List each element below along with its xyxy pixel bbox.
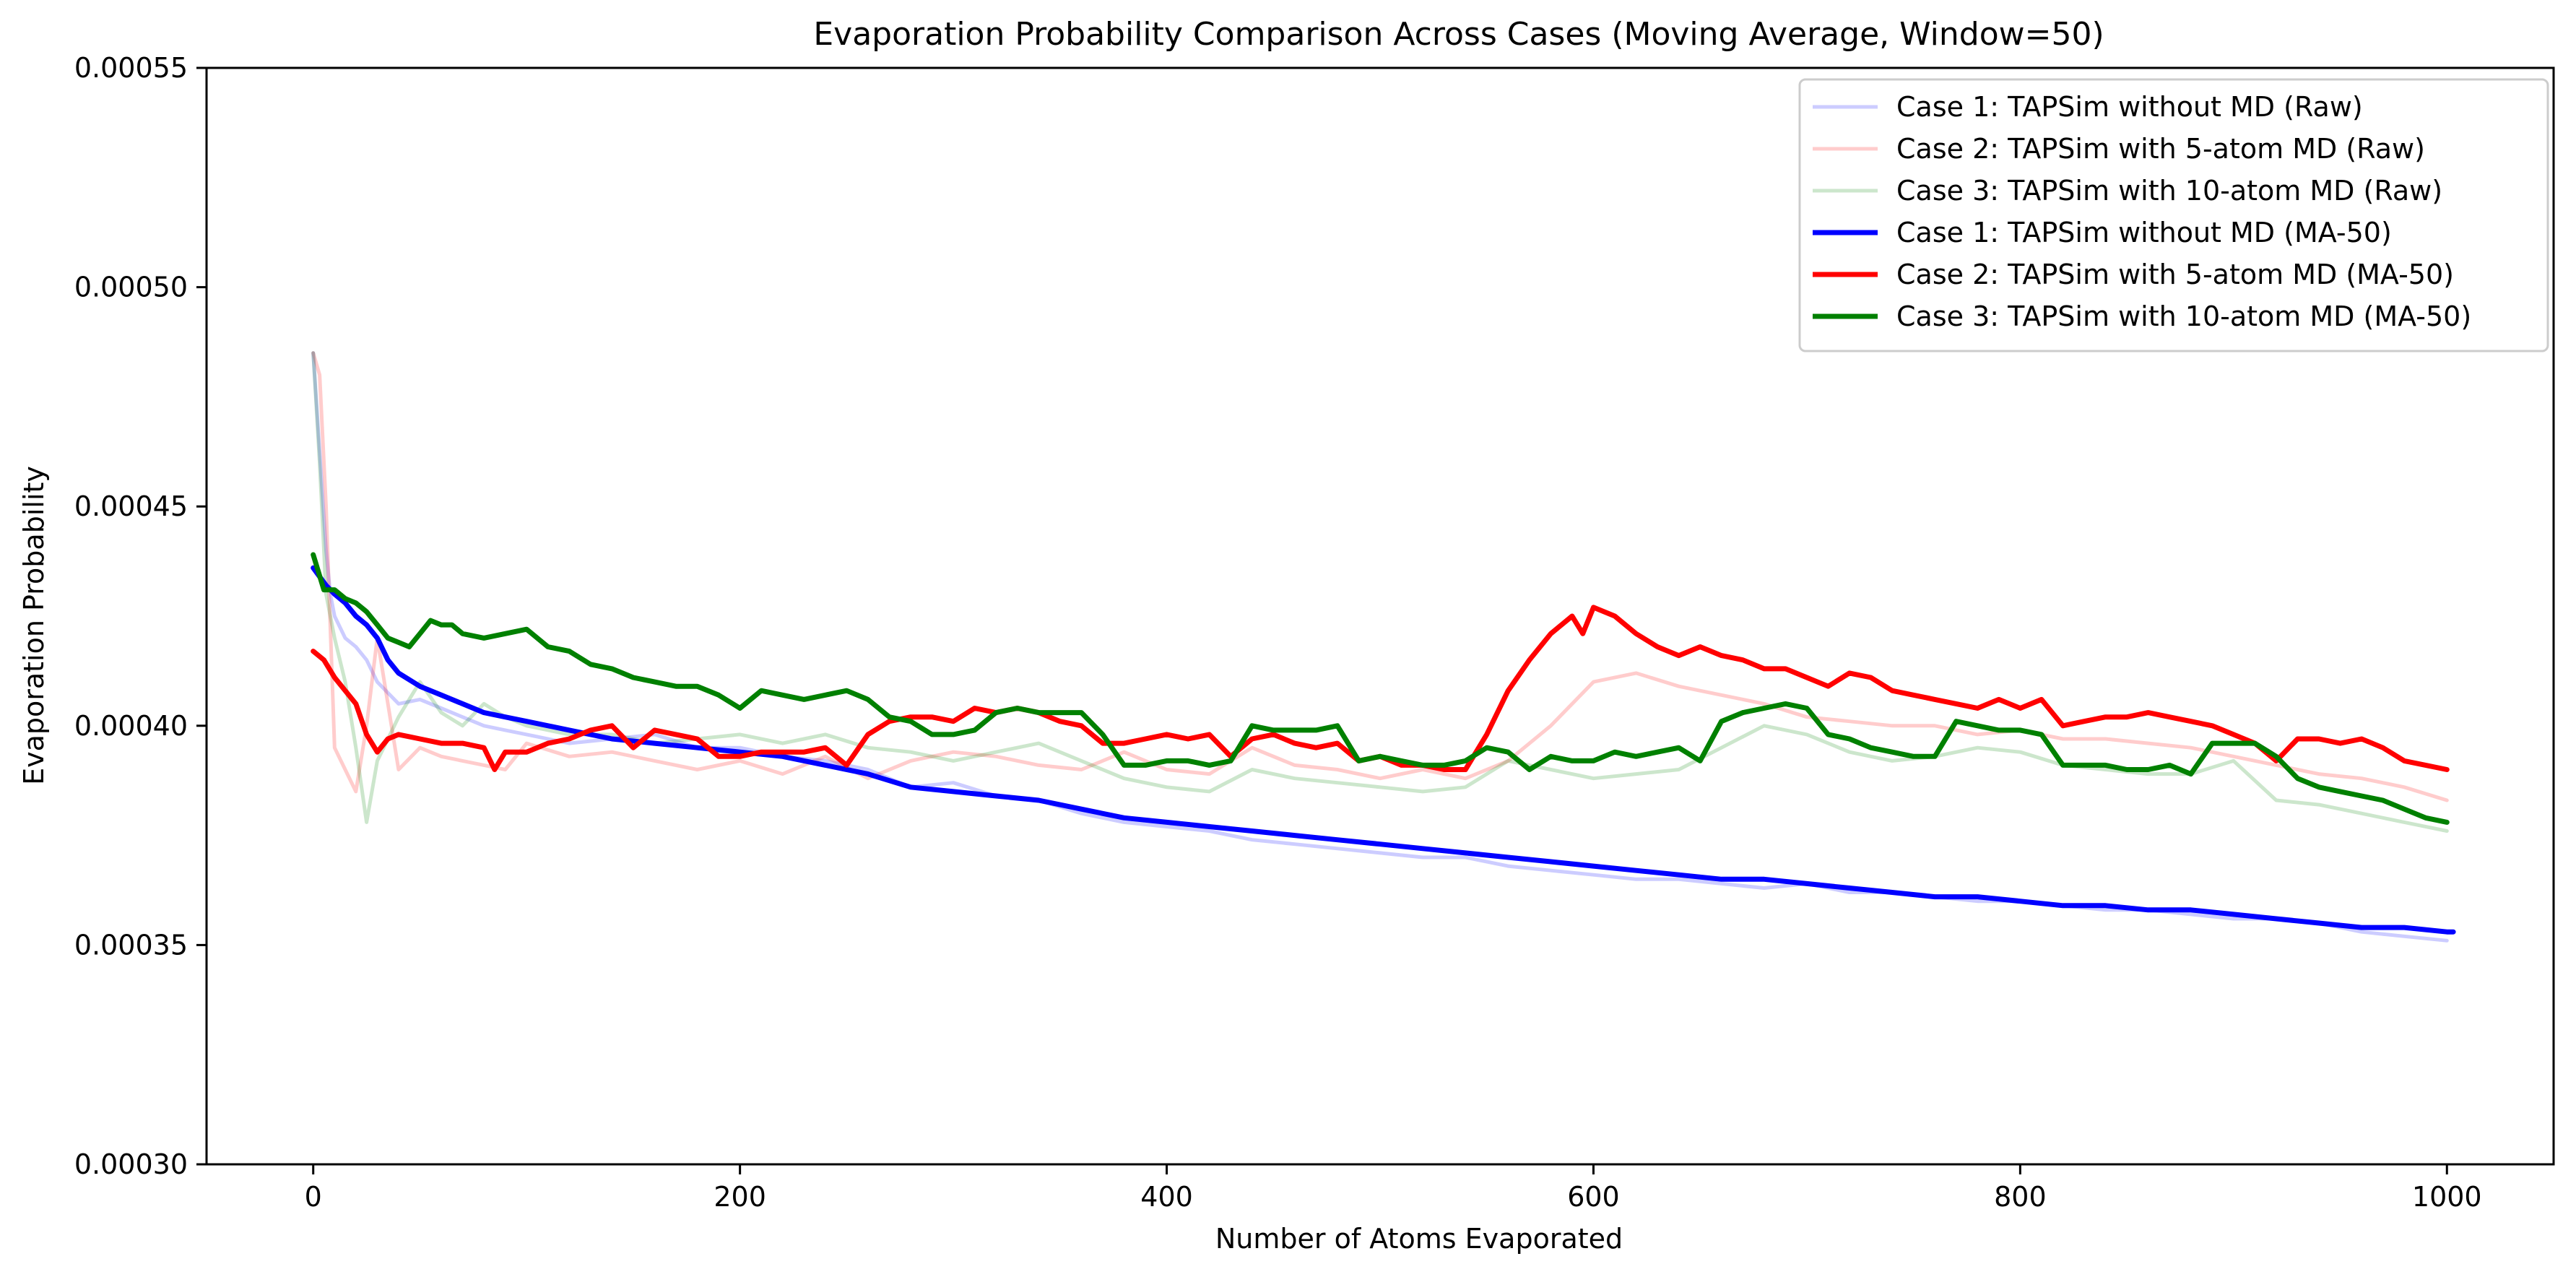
legend-label: Case 2: TAPSim with 5-atom MD (Raw) <box>1896 133 2425 165</box>
y-tick-label: 0.00055 <box>74 52 188 84</box>
series-line-ma-2 <box>311 605 2450 772</box>
x-tick-label: 0 <box>305 1181 322 1213</box>
legend-label: Case 3: TAPSim with 10-atom MD (Raw) <box>1896 175 2442 207</box>
series-layer <box>311 351 2456 943</box>
series-line-raw-3 <box>311 351 2449 833</box>
series-line-raw-2 <box>311 351 2449 802</box>
legend-label: Case 1: TAPSim without MD (Raw) <box>1896 91 2363 123</box>
series-line-ma-1 <box>311 565 2456 935</box>
x-tick-label: 1000 <box>2412 1181 2482 1213</box>
legend-label: Case 1: TAPSim without MD (MA-50) <box>1896 217 2392 248</box>
y-tick-label: 0.00035 <box>74 929 188 961</box>
series-line-raw-1 <box>311 351 2449 943</box>
y-tick-label: 0.00045 <box>74 490 188 522</box>
chart-title: Evaporation Probability Comparison Acros… <box>813 16 2104 53</box>
series-line-ma-3 <box>311 552 2450 825</box>
y-tick-label: 0.00050 <box>74 272 188 303</box>
x-tick-label: 600 <box>1567 1181 1620 1213</box>
x-tick-label: 400 <box>1140 1181 1193 1213</box>
plot-area <box>205 66 2555 1166</box>
legend-box <box>1798 78 2549 352</box>
legend-label: Case 2: TAPSim with 5-atom MD (MA-50) <box>1896 259 2454 290</box>
x-tick-label: 800 <box>1994 1181 2047 1213</box>
x-tick-label: 200 <box>714 1181 766 1213</box>
y-axis: 0.00030 0.00035 0.00040 0.00045 0.00050 0.000… <box>74 52 207 1180</box>
legend-label: Case 3: TAPSim with 10-atom MD (MA-50) <box>1896 300 2471 332</box>
x-axis-label: Number of Atoms Evaporated <box>1215 1223 1623 1255</box>
y-tick-label: 0.00040 <box>74 710 188 742</box>
y-axis-label: Evaporation Probability <box>18 466 50 785</box>
legend: Case 1: TAPSim without MD (Raw) Case 2: T… <box>1798 78 2549 352</box>
y-tick-label: 0.00030 <box>74 1148 188 1180</box>
x-axis: 0 200 400 600 800 1000 <box>305 1164 2482 1213</box>
